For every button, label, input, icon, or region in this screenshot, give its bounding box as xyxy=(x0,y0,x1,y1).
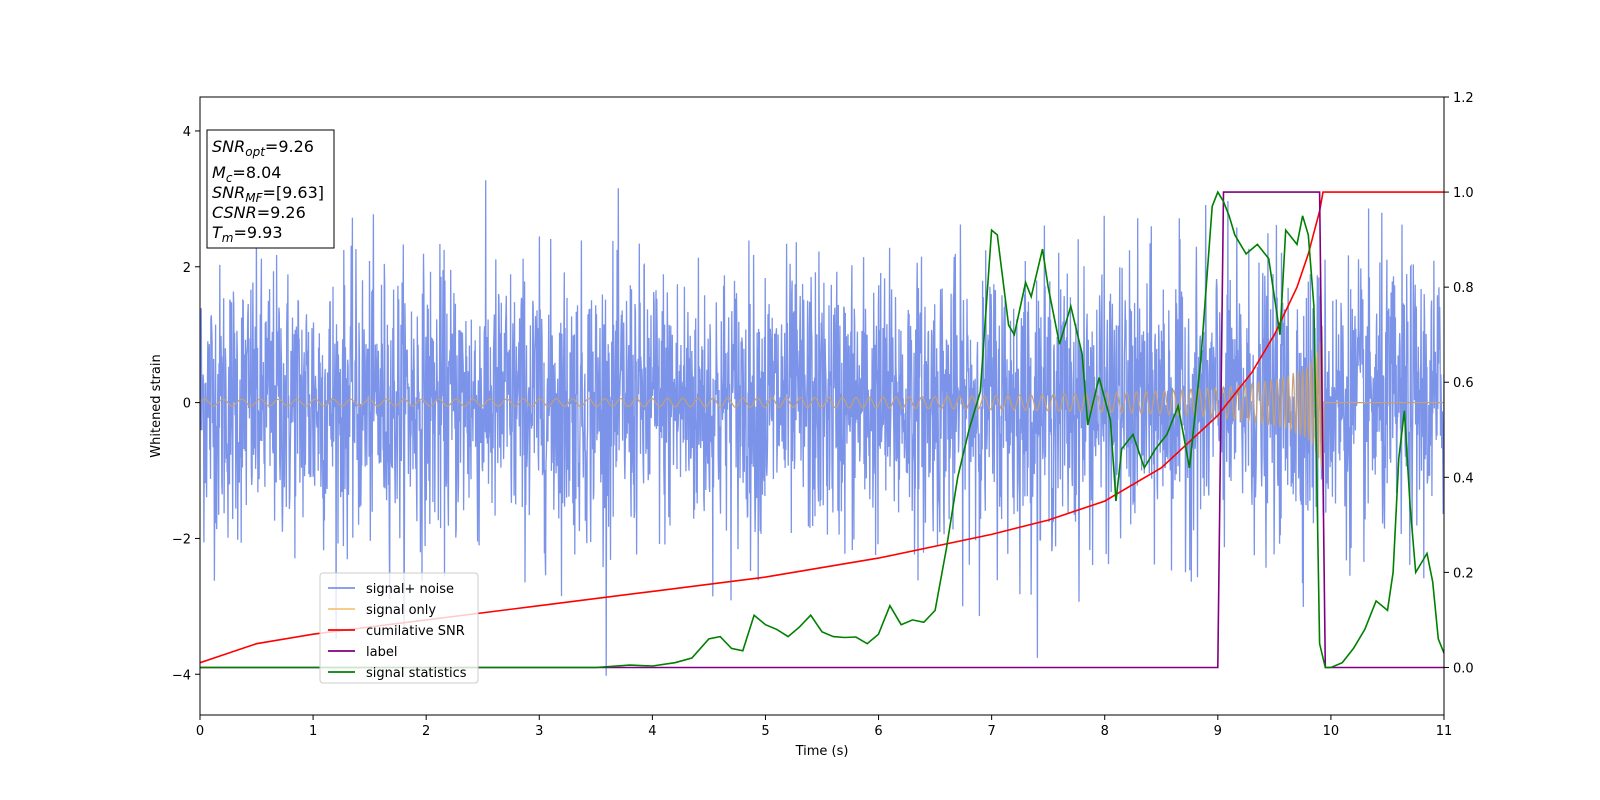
x-axis-title: Time (s) xyxy=(795,744,849,759)
x-tick-label: 10 xyxy=(1323,724,1340,739)
y-right-tick-label: 0.6 xyxy=(1453,376,1474,391)
x-tick-label: 5 xyxy=(761,724,769,739)
y-tick-label: 4 xyxy=(183,125,191,140)
y-right-tick-label: 1.2 xyxy=(1453,91,1474,106)
legend: signal+ noise signal only cumilative SNR la… xyxy=(319,572,479,684)
y-tick-label: −4 xyxy=(172,668,191,683)
y-right-tick-label: 0.8 xyxy=(1453,281,1474,296)
info-box: SNRopt=9.26 Mc=8.04 SNRMF=[9.63] CSNR=9.… xyxy=(206,129,335,249)
y-tick-label: 2 xyxy=(183,261,191,276)
x-tick-label: 11 xyxy=(1436,724,1453,739)
y-right-tick-label: 0.2 xyxy=(1453,566,1474,581)
y-tick-label: 0 xyxy=(183,397,191,412)
legend-label: label xyxy=(366,645,397,660)
x-tick-label: 7 xyxy=(987,724,995,739)
plot-frame xyxy=(199,96,1445,716)
y-right-tick-label: 1.0 xyxy=(1453,186,1474,201)
legend-label: signal statistics xyxy=(366,666,467,681)
x-tick-label: 3 xyxy=(535,724,543,739)
y-right-tick-label: 0.4 xyxy=(1453,471,1474,486)
info-box-frame xyxy=(206,129,335,249)
legend-frame xyxy=(319,572,479,684)
info-snr-opt: SNRopt=9.26 xyxy=(212,137,314,159)
y-tick-label: −2 xyxy=(172,532,191,547)
legend-label: cumilative SNR xyxy=(366,624,465,639)
x-tick-label: 6 xyxy=(874,724,882,739)
y-axis-title: Whitened strain xyxy=(149,354,164,457)
info-tm: Tm=9.93 xyxy=(212,223,283,245)
x-tick-label: 4 xyxy=(648,724,656,739)
legend-label: signal+ noise xyxy=(366,582,454,597)
series-signal-statistics xyxy=(200,190,1444,669)
x-tick-label: 8 xyxy=(1101,724,1109,739)
info-snr-mf: SNRMF=[9.63] xyxy=(212,183,324,205)
series-label xyxy=(200,191,1444,669)
info-mc: Mc=8.04 xyxy=(212,163,281,185)
info-csnr: CSNR=9.26 xyxy=(212,203,306,222)
series-signal-only xyxy=(200,325,1444,480)
x-tick-label: 9 xyxy=(1214,724,1222,739)
x-tick-label: 2 xyxy=(422,724,430,739)
x-tick-label: 0 xyxy=(196,724,204,739)
x-tick-label: 1 xyxy=(309,724,317,739)
y-right-tick-label: 0.0 xyxy=(1453,661,1474,676)
legend-label: signal only xyxy=(366,603,436,618)
series-signal-noise xyxy=(200,180,1444,676)
